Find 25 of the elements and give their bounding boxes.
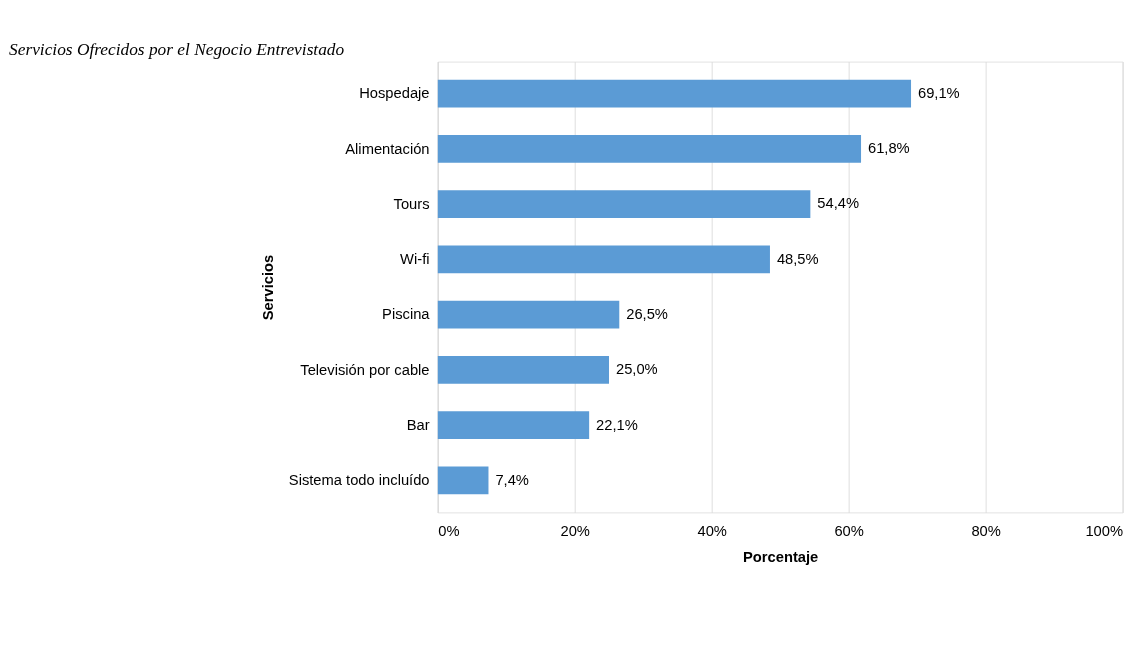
y-tick-label: Sistema todo incluído [288,472,430,489]
y-tick-label: Alimentación [345,140,430,157]
y-tick-label: Piscina [382,306,431,323]
data-label: 54,4% [817,195,860,212]
y-tick-label: Wi-fi [400,251,430,268]
x-tick-label: 100% [1085,523,1124,540]
data-label: 48,5% [776,250,819,267]
data-label: 61,8% [867,140,910,157]
y-tick-label: Televisión por cable [300,361,430,378]
y-axis-title: Servicios [260,254,277,321]
x-tick-label: 20% [560,523,590,540]
data-label: 22,1% [596,416,638,433]
x-tick-label: 40% [697,523,727,540]
data-label: 25,0% [615,361,658,378]
x-tick-label: 80% [971,523,1001,540]
x-tick-label: 0% [438,523,460,540]
data-label: 69,1% [917,84,960,101]
y-tick-label: Hospedaje [359,85,430,102]
y-tick-label: Bar [406,416,430,433]
data-label: 7,4% [495,471,529,488]
text: Servicios Ofrecidos por el Negocio Entrevistado [9,39,345,59]
y-tick-label: Tours [393,195,430,212]
x-axis-title: Porcentaje [743,549,819,566]
x-tick-label: 60% [834,523,864,540]
data-label: 26,5% [626,306,668,323]
